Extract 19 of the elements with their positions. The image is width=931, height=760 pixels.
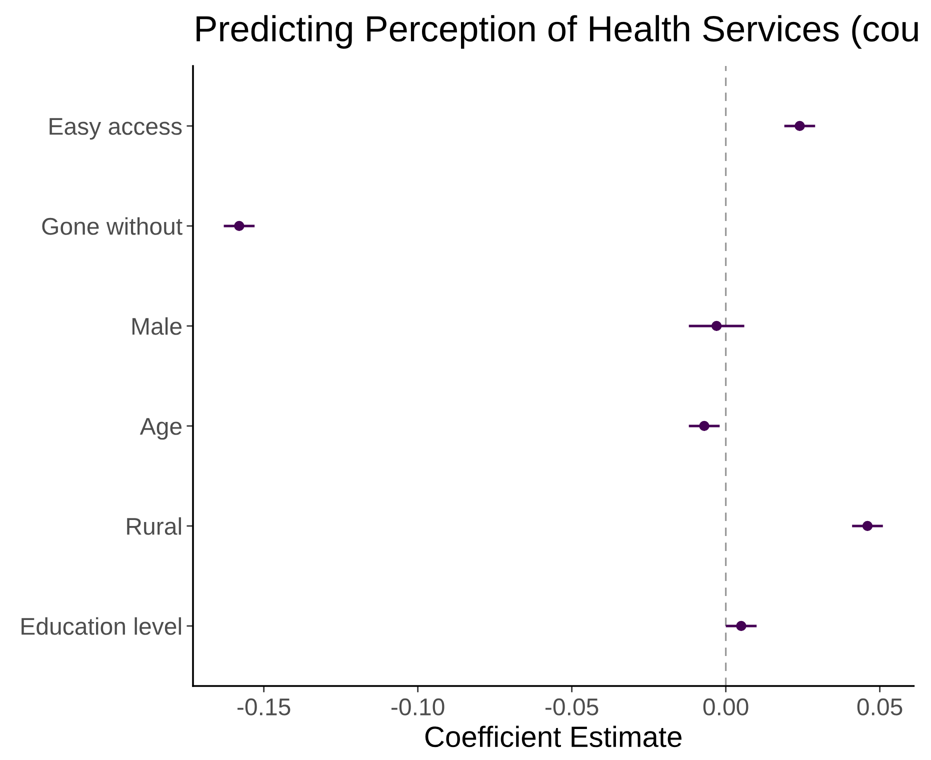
x-tick-label: 0.05 bbox=[857, 698, 902, 716]
y-tick-label: Rural bbox=[127, 517, 181, 535]
x-tick-label: 0.00 bbox=[703, 698, 748, 716]
y-tick-label: Male bbox=[132, 317, 182, 335]
y-tick-label: Gone without bbox=[42, 217, 182, 235]
x-axis-title: Coefficient Estimate bbox=[425, 726, 682, 748]
y-tick-label: Age bbox=[140, 418, 182, 440]
chart-title: Predicting Perception of Health Services (cou bbox=[196, 15, 918, 49]
x-tick-label: -0.10 bbox=[392, 698, 444, 716]
point bbox=[699, 420, 710, 432]
x-tick-label: -0.15 bbox=[238, 698, 290, 716]
y-tick-label: Education level bbox=[22, 617, 181, 635]
y-tick-label: Easy access bbox=[50, 118, 182, 140]
point bbox=[794, 120, 805, 132]
point bbox=[712, 320, 722, 332]
point bbox=[862, 520, 873, 532]
point bbox=[736, 620, 746, 632]
x-tick-label: -0.05 bbox=[546, 698, 598, 716]
point bbox=[234, 220, 244, 232]
